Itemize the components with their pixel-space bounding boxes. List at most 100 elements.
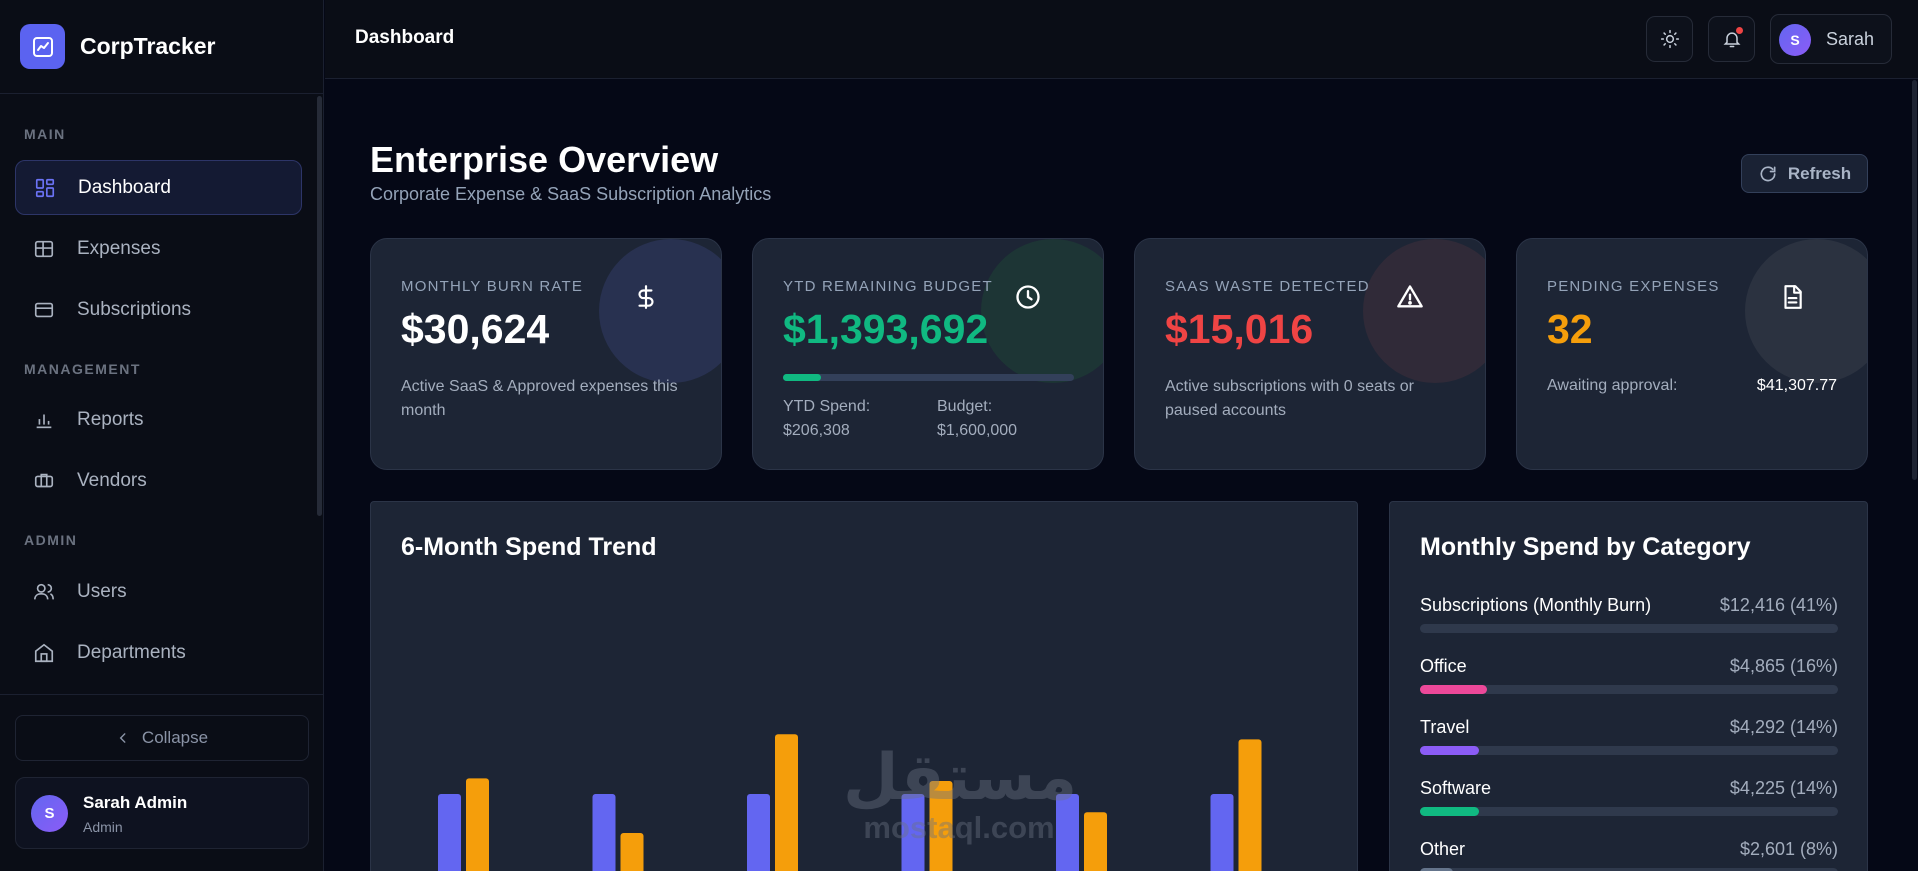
notification-dot [1735,27,1743,34]
trend-bar-s0-c5[interactable] [1210,794,1234,871]
card-halo [1363,239,1485,383]
card-value: $30,624 [401,306,550,352]
refresh-button[interactable]: Refresh [1741,154,1868,193]
category-row: Subscriptions (Monthly Burn) $12,416 (41%… [1420,595,1838,639]
topbar-title: Dashboard [355,27,455,48]
sidebar: CorpTracker MAIN Dashboard Expenses Subs… [0,0,324,871]
trend-bar-s1-c3[interactable] [929,781,953,871]
sidebar-item-departments[interactable]: Departments [15,625,302,680]
document-icon [1776,281,1808,313]
category-row: Office $4,865 (16%) [1420,656,1838,700]
card-halo [599,239,721,383]
avatar: S [1779,24,1811,56]
sidebar-item-label: Subscriptions [77,298,192,320]
table-icon [32,237,56,261]
trend-bar-s0-c4[interactable] [1056,794,1079,871]
spend-trend-panel: 6-Month Spend Trend [370,501,1358,871]
topbar: Dashboard S Sarah [325,0,1918,79]
trend-bar-s0-c3[interactable] [901,794,925,871]
chevron-left-icon [116,731,130,745]
trend-bar-s1-c2[interactable] [775,734,798,871]
warning-icon [1394,281,1426,313]
dollar-icon [630,281,662,313]
stat-card-burn-rate: MONTHLY BURN RATE $30,624 Active SaaS & … [370,238,722,470]
card-label: SAAS WASTE DETECTED [1165,278,1370,295]
category-row: Travel $4,292 (14%) [1420,717,1838,761]
category-bar-track [1420,746,1838,755]
category-amount: $4,225 (14%) [1729,778,1838,798]
sidebar-item-subscriptions[interactable]: Subscriptions [15,282,302,337]
trend-bar-s0-c1[interactable] [592,794,616,871]
sidebar-item-users[interactable]: Users [15,564,302,619]
category-row: Other $2,601 (8%) [1420,839,1838,871]
ytd-spend: YTD Spend: $206,308 [783,395,870,443]
category-name: Subscriptions (Monthly Burn) [1420,595,1652,615]
category-name: Office [1420,656,1467,676]
awaiting-value: $41,307.77 [1756,377,1837,394]
sidebar-item-expenses[interactable]: Expenses [15,221,302,276]
card-icon [32,298,56,322]
card-label: PENDING EXPENSES [1547,278,1720,295]
category-name: Travel [1420,717,1470,737]
sidebar-item-label: Expenses [77,237,161,259]
vendor-icon [32,469,56,493]
category-row: Software $4,225 (14%) [1420,778,1838,822]
collapse-button[interactable]: Collapse [15,715,309,761]
trend-bar-s0-c0[interactable] [438,794,461,871]
sidebar-item-label: Departments [77,641,186,663]
ytd-spend-value: $206,308 [783,422,850,439]
category-name: Software [1420,778,1492,798]
trend-bar-s1-c4[interactable] [1084,812,1107,871]
budget-progress-fill [783,374,821,381]
collapse-label: Collapse [141,728,209,747]
category-panel: Monthly Spend by Category Subscriptions … [1389,501,1868,871]
sidebar-item-label: Vendors [77,469,147,491]
stat-card-remaining-budget: YTD REMAINING BUDGET $1,393,692 YTD Spen… [752,238,1104,470]
category-bar-fill [1420,685,1487,694]
spend-trend-chart [438,734,1262,871]
category-amount: $2,601 (8%) [1739,839,1838,859]
user-name: Sarah Admin [83,793,188,812]
category-amount: $4,865 (16%) [1729,656,1838,676]
stat-card-pending-expenses: PENDING EXPENSES 32 Awaiting approval: $… [1516,238,1868,470]
sidebar-item-reports[interactable]: Reports [15,392,302,447]
nav-section-management: MANAGEMENT [24,361,141,377]
main-scrollbar[interactable] [1912,80,1917,480]
avatar: S [31,795,68,832]
card-description: Active SaaS & Approved expenses this mon… [401,378,678,419]
trend-bar-s1-c0[interactable] [466,778,489,871]
notifications-button[interactable] [1708,16,1755,62]
brand[interactable]: CorpTracker [0,0,323,94]
category-bar-fill [1420,807,1479,816]
sidebar-footer: Collapse S Sarah Admin Admin [0,694,324,871]
trend-bar-s1-c1[interactable] [620,833,644,871]
card-description: Active subscriptions with 0 seats or pau… [1165,378,1414,419]
user-card[interactable]: S Sarah Admin Admin [15,777,309,849]
sun-icon [1660,29,1680,49]
nav-section-admin: ADMIN [24,532,78,548]
users-icon [32,580,56,604]
category-amount: $4,292 (14%) [1729,717,1838,737]
budget-total: Budget: $1,600,000 [937,395,1017,443]
card-value: $15,016 [1165,306,1314,352]
budget-value: $1,600,000 [937,422,1018,439]
brand-name: CorpTracker [80,33,216,59]
budget-label: Budget: [937,398,993,415]
sidebar-scrollbar[interactable] [317,96,322,516]
trend-bar-s0-c2[interactable] [747,794,770,871]
sidebar-item-vendors[interactable]: Vendors [15,453,302,508]
trend-bar-s1-c5[interactable] [1238,739,1262,871]
bell-icon [1722,27,1743,49]
user-menu-button[interactable]: S Sarah [1770,14,1892,64]
category-bar-track [1420,807,1838,816]
bar-chart-icon [32,408,56,432]
page-title: Enterprise Overview [370,139,719,180]
stat-card-saas-waste: SAAS WASTE DETECTED $15,016 Active subsc… [1134,238,1486,470]
card-halo [981,239,1103,383]
trend-chart-icon [20,24,65,69]
category-bar-track [1420,685,1838,694]
sidebar-item-dashboard[interactable]: Dashboard [15,160,302,215]
sidebar-item-label: Reports [77,408,144,430]
theme-toggle-button[interactable] [1646,16,1693,62]
grid-icon [33,176,57,200]
